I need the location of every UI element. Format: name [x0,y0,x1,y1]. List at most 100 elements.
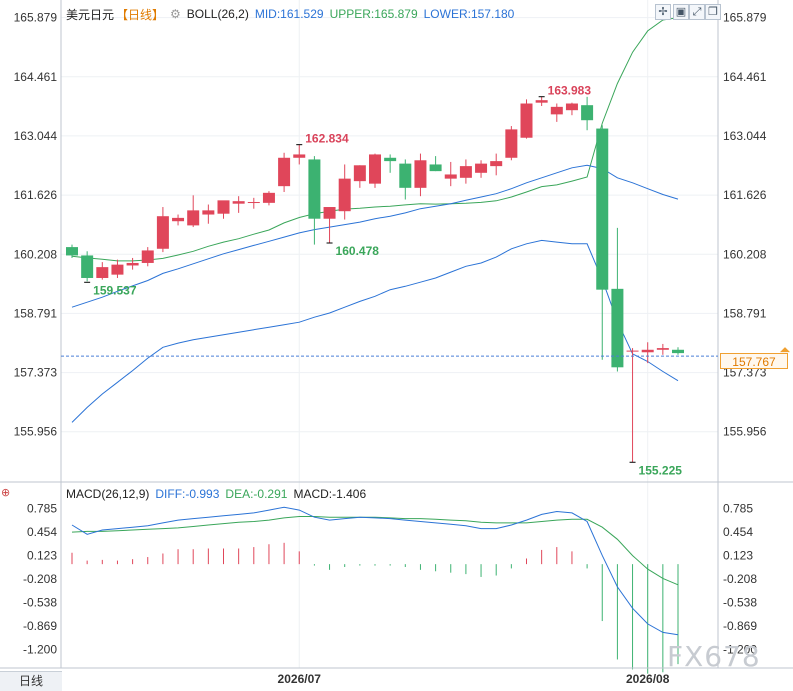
boll-lower-value: LOWER:157.180 [423,7,515,21]
current-price-marker [780,347,790,353]
candle-body [187,210,200,226]
macd-diff-value: DIFF:-0.993 [155,487,220,501]
candle-body [672,349,684,354]
current-price-tag: 157.767 [720,353,788,369]
time-tick-label: 2026/07 [278,672,322,686]
candle-body [505,129,518,158]
candle-body [535,100,548,103]
tab-daily[interactable]: 日线 [0,671,62,691]
macd-header: MACD(26,12,9) DIFF:-0.993 DEA:-0.291 MAC… [66,486,366,502]
boll-lower-line [71,239,679,423]
candle-body [172,217,185,222]
annotation-label: 155.225 [639,463,683,477]
candle-body [232,201,245,204]
candle-body [202,210,215,215]
window-icon[interactable]: ❐ [705,4,721,20]
macd-tick-left: 0.123 [27,548,57,562]
dea-line [71,516,679,586]
macd-tick-right: -1.200 [723,643,757,657]
price-tick-right: 164.461 [723,70,767,84]
price-tick-right: 165.879 [723,11,767,25]
macd-tick-right: 0.785 [723,501,753,515]
candle-body [459,166,472,178]
boll-upper-value: UPPER:165.879 [329,7,418,21]
boll-label: BOLL(26,2) [186,7,249,21]
crosshair-icon[interactable]: ✢ [655,4,671,20]
price-tick-right: 160.208 [723,247,767,261]
macd-tick-right: -0.869 [723,619,757,633]
boll-upper-line [71,17,679,262]
macd-histogram-value: MACD:-1.406 [293,487,367,501]
period-label[interactable]: 【日线】 [116,7,165,22]
price-tick-right: 158.791 [723,306,767,320]
macd-tick-left: 0.454 [27,525,57,539]
macd-panel [71,506,679,674]
watermark: FX678 [667,640,761,673]
candle-body [475,163,488,173]
boll-mid-value: MID:161.529 [254,7,324,21]
price-tick-left: 160.208 [14,247,58,261]
symbol-name: 美元日元 [66,7,115,22]
macd-tick-right: -0.538 [723,595,757,609]
macd-settings-icon[interactable]: ⊕ [1,487,11,499]
candle-body [262,192,275,203]
macd-tick-right: -0.208 [723,572,757,586]
price-tick-left: 158.791 [14,306,58,320]
macd-tick-left: -0.538 [23,595,57,609]
candle-body [308,159,321,219]
candle-body [278,157,291,187]
expand-icon[interactable]: ⤢ [689,4,705,20]
image-icon[interactable]: ▣ [673,4,689,20]
macd-tick-right: 0.454 [723,525,753,539]
candle-body [399,163,412,188]
candle-body [217,200,230,214]
price-tick-right: 157.373 [723,366,767,380]
macd-title: MACD(26,12,9) [66,487,150,501]
price-tick-left: 155.956 [14,425,58,439]
candle-body [156,216,169,249]
candlesticks [66,96,684,463]
candle-body [141,250,154,263]
price-tick-right: 163.044 [723,129,767,143]
annotation-label: 162.834 [305,132,349,146]
annotation-label: 163.983 [548,84,592,98]
price-annotations: 162.834 160.478 159.537 163.983 155.225 [84,84,683,477]
candle-body [126,262,139,266]
annotation-label: 160.478 [336,244,380,258]
price-tick-right: 161.626 [723,188,767,202]
price-tick-left: 164.461 [14,70,58,84]
candle-body [611,288,624,368]
grid-lines [61,0,718,668]
candle-body [323,207,336,219]
candle-body [96,267,109,278]
candle-body [384,157,397,162]
candle-body [596,128,609,290]
macd-tick-left: 0.785 [27,501,57,515]
candle-body [81,255,94,278]
time-tick-label: 2026/08 [626,672,670,686]
annotation-label: 159.537 [93,283,137,297]
candle-body [656,348,669,350]
boll-mid-line [71,164,679,308]
price-tick-left: 157.373 [14,366,58,380]
candle-body [293,154,306,158]
gear-icon[interactable]: ⚙ [170,7,181,21]
candle-body [247,202,260,204]
main-chart-header: 美元日元 【日线】 ⚙ BOLL(26,2) MID:161.529 UPPER… [66,6,514,22]
price-tick-left: 161.626 [14,188,58,202]
macd-tick-left: -1.200 [23,643,57,657]
candle-body [66,247,78,256]
macd-tick-left: -0.208 [23,572,57,586]
candle-body [353,165,366,182]
macd-tick-left: -0.869 [23,619,57,633]
candle-body [641,349,654,353]
macd-dea-value: DEA:-0.291 [225,487,288,501]
diff-line [71,506,679,636]
price-tick-left: 165.879 [14,11,58,25]
candle-body [490,161,503,167]
candle-body [338,178,351,212]
candle-body [111,264,124,275]
bollinger-bands [71,17,679,423]
candle-body [581,105,594,121]
